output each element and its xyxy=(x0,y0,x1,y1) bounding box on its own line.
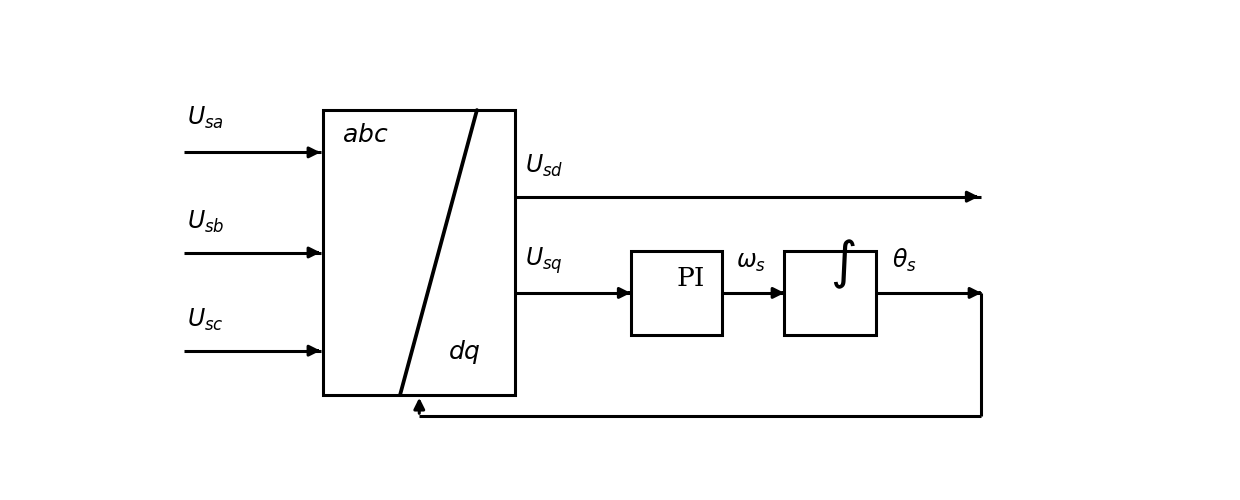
Text: $U_{sc}$: $U_{sc}$ xyxy=(187,307,223,334)
Text: $U_{sq}$: $U_{sq}$ xyxy=(525,245,563,276)
Bar xyxy=(324,110,516,395)
Text: $abc$: $abc$ xyxy=(342,124,389,146)
Text: $\int$: $\int$ xyxy=(830,238,856,291)
Text: $U_{sb}$: $U_{sb}$ xyxy=(187,209,224,235)
Bar xyxy=(785,250,875,336)
Text: $\theta_s$: $\theta_s$ xyxy=(892,246,916,274)
Bar xyxy=(631,250,722,336)
Text: $U_{sd}$: $U_{sd}$ xyxy=(525,153,563,180)
Text: PI: PI xyxy=(676,266,704,291)
Text: $U_{sa}$: $U_{sa}$ xyxy=(187,105,223,131)
Text: $\omega_s$: $\omega_s$ xyxy=(737,250,766,274)
Text: $dq$: $dq$ xyxy=(448,338,481,366)
